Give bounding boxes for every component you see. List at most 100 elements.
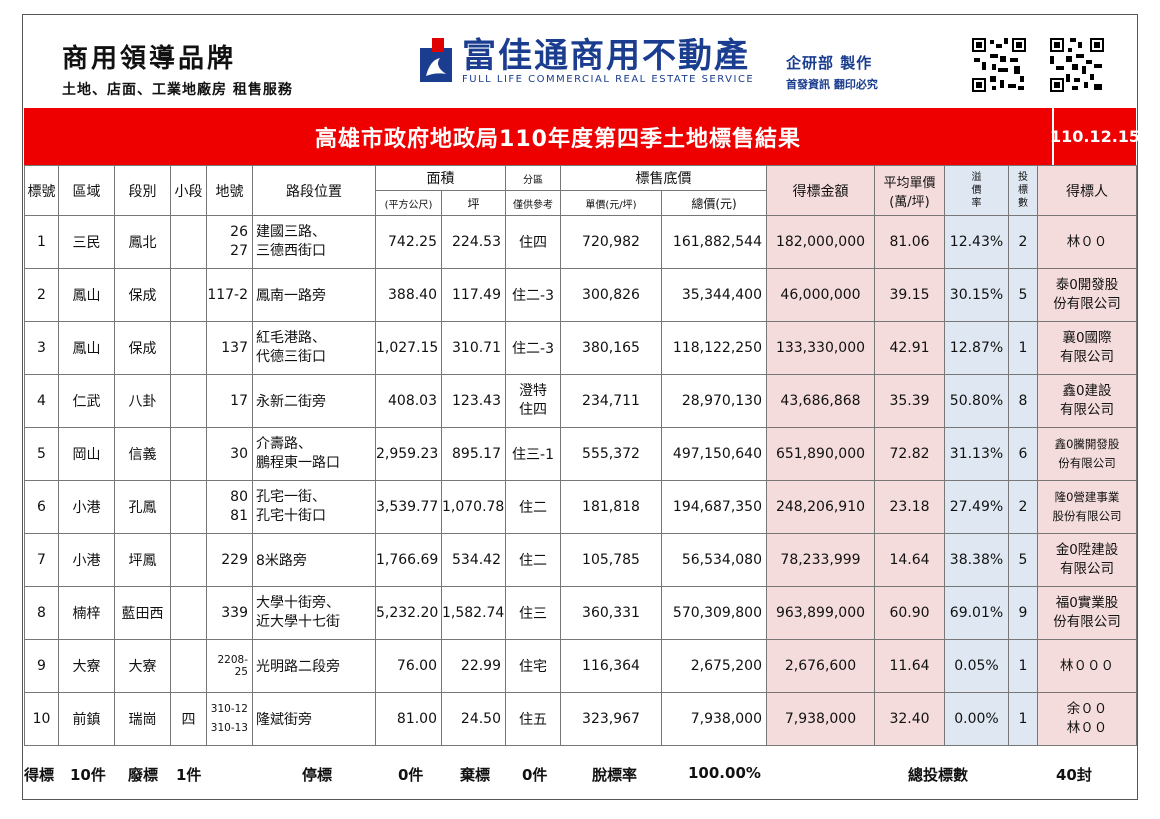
cell-subsection: 四 <box>170 692 207 746</box>
cell-area-m2: 81.00 <box>375 692 442 746</box>
cell-subsection <box>170 533 207 587</box>
cell-lot-line: 80 <box>230 489 248 505</box>
cell-section: 藍田西 <box>114 586 171 640</box>
cell-winner: 泰0開發股 份有限公司 <box>1037 268 1137 322</box>
cell-location-line: 永新二街旁 <box>256 394 326 410</box>
cell-zoning: 住二 <box>505 480 561 534</box>
cell-location-line: 8米路旁 <box>256 553 307 569</box>
cell-unit-price: 300,826 <box>560 268 662 322</box>
cell-district: 仁武 <box>58 374 115 428</box>
col-header-district: 區域 <box>58 165 115 216</box>
cell-avg-unit-price: 42.91 <box>874 321 945 375</box>
cell-lot: 229 <box>206 533 253 587</box>
cell-total-price: 497,150,640 <box>661 427 767 481</box>
cell-premium: 0.05% <box>944 639 1009 693</box>
logo-name: 富佳通商用不動產 <box>462 36 750 76</box>
col-header-area: 面積 <box>375 165 506 191</box>
col-header-no: 標號 <box>24 165 59 216</box>
cell-lot: 137 <box>206 321 253 375</box>
brand-subtitle: 土地、店面、工業地廠房 租售服務 <box>62 82 293 98</box>
table-row: 8 楠梓 藍田西 339 大學十街旁、 近大學十七街 5,232.20 1,582.74 住三 3… <box>24 586 1137 640</box>
cell-district: 岡山 <box>58 427 115 481</box>
summary-footer: 得標 10件 廢標 1件 停標 0件 棄標 0件 脫標率 100.00% 總投標… <box>24 750 1136 798</box>
cell-lot: 2208-25 <box>206 639 253 693</box>
cell-district: 鳳山 <box>58 321 115 375</box>
cell-total-price: 56,534,080 <box>661 533 767 587</box>
qr-code-icon[interactable] <box>1048 36 1106 94</box>
cell-total-price: 7,938,000 <box>661 692 767 746</box>
cell-avg-unit-price: 60.90 <box>874 586 945 640</box>
cell-district: 楠梓 <box>58 586 115 640</box>
cell-winner-line: 福0實業股 <box>1055 595 1119 611</box>
cell-location: 孔宅一街、 孔宅十街口 <box>252 480 376 534</box>
stopped-value: 0件 <box>398 766 424 784</box>
cell-winner: 鑫0建設 有限公司 <box>1037 374 1137 428</box>
cell-zoning: 住五 <box>505 692 561 746</box>
cell-premium: 38.38% <box>944 533 1009 587</box>
cell-avg-unit-price: 23.18 <box>874 480 945 534</box>
cell-area-ping: 22.99 <box>441 639 506 693</box>
cell-no: 4 <box>24 374 59 428</box>
cell-winning-amount: 43,686,868 <box>766 374 875 428</box>
cell-section: 瑞崗 <box>114 692 171 746</box>
cell-subsection <box>170 268 207 322</box>
cell-area-ping: 123.43 <box>441 374 506 428</box>
col-header-section: 段別 <box>114 165 171 216</box>
cell-location: 永新二街旁 <box>252 374 376 428</box>
cell-zoning: 住宅 <box>505 639 561 693</box>
cell-zoning-line: 住二 <box>519 500 547 516</box>
cell-bids: 2 <box>1008 215 1038 269</box>
auction-results-table: 標號 區域 段別 小段 地號 路段位置 面積 分區 標售底價 得標金額 平均單價… <box>24 165 1137 746</box>
stopped-label: 停標 <box>302 766 333 784</box>
table-row: 9 大寮 大寮 2208-25 光明路二段旁 76.00 22.99 住宅 116,364 2,6… <box>24 639 1137 693</box>
cell-lot-line: 81 <box>230 508 248 524</box>
cell-lot-line: 229 <box>221 552 248 568</box>
cell-location: 大學十街旁、 近大學十七街 <box>252 586 376 640</box>
col-header-zoning-note: 僅供參考 <box>505 190 561 216</box>
cell-lot: 17 <box>206 374 253 428</box>
col-header-avg-unit-price: 平均單價 (萬/坪) <box>874 165 945 216</box>
cell-unit-price: 360,331 <box>560 586 662 640</box>
cell-area-m2: 742.25 <box>375 215 442 269</box>
cell-bids: 2 <box>1008 480 1038 534</box>
cell-winner-line: 林００ <box>1066 720 1108 736</box>
cell-winner-line: 股份有限公司 <box>1052 509 1122 523</box>
cell-no: 7 <box>24 533 59 587</box>
cell-bids: 1 <box>1008 639 1038 693</box>
title-bar: 高雄市政府地政局110年度第四季土地標售結果 110.12.15 <box>24 108 1140 165</box>
cell-winner: 金0陞建設 有限公司 <box>1037 533 1137 587</box>
cell-zoning-line: 澄特 <box>519 383 547 399</box>
col-header-total-price: 總價(元) <box>661 190 767 216</box>
cell-bids: 8 <box>1008 374 1038 428</box>
cell-location-line: 紅毛港路、 <box>256 330 326 346</box>
cell-winning-amount: 182,000,000 <box>766 215 875 269</box>
cell-bids: 5 <box>1008 268 1038 322</box>
cell-winner-line: 有限公司 <box>1060 402 1114 418</box>
cell-winning-amount: 46,000,000 <box>766 268 875 322</box>
brand-title: 商用領導品牌 <box>62 44 237 74</box>
cell-zoning: 住四 <box>505 215 561 269</box>
cell-winner: 余００ 林００ <box>1037 692 1137 746</box>
cell-section: 保成 <box>114 268 171 322</box>
cell-no: 1 <box>24 215 59 269</box>
logo-mark-icon <box>418 37 454 84</box>
abandoned-value: 0件 <box>522 766 548 784</box>
cell-bids: 5 <box>1008 533 1038 587</box>
cell-winner-line: 份有限公司 <box>1053 614 1121 630</box>
cell-no: 10 <box>24 692 59 746</box>
col-header-unit-price: 單價(元/坪) <box>560 190 662 216</box>
void-value: 1件 <box>176 766 202 784</box>
cell-subsection <box>170 321 207 375</box>
cell-winner-line: 泰0開發股 <box>1055 277 1119 293</box>
cell-zoning-line: 住三 <box>519 606 547 622</box>
cell-unit-price: 116,364 <box>560 639 662 693</box>
cell-location: 隆斌街旁 <box>252 692 376 746</box>
cell-avg-unit-price: 72.82 <box>874 427 945 481</box>
qr-code-icon[interactable] <box>970 36 1028 94</box>
cell-unit-price: 105,785 <box>560 533 662 587</box>
cell-subsection <box>170 215 207 269</box>
cell-area-ping: 1,070.78 <box>441 480 506 534</box>
cell-winner-line: 隆0營建事業 <box>1054 490 1120 504</box>
cell-zoning-line: 住三-1 <box>512 447 554 463</box>
cell-lot: 310-12 310-13 <box>206 692 253 746</box>
